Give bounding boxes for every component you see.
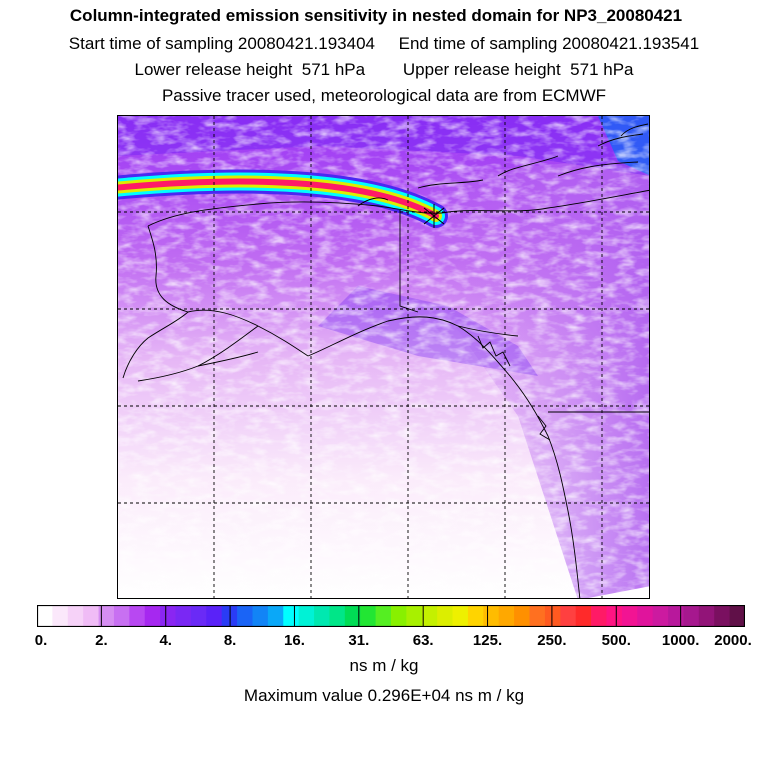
colorbar-cell [575,605,592,627]
political-borders [399,210,649,413]
colorbar-cell [391,605,407,627]
colorbar-tick-label: 500. [601,632,631,649]
colorbar-cell [360,605,377,627]
colorbar-cell [175,605,192,627]
colorbar-cell [683,605,700,627]
colorbar-cell [283,605,300,627]
colorbar-tick-label: 31. [348,632,370,649]
colorbar-cell [375,605,392,627]
colorbar-frame [37,605,745,627]
colorbar-cell [206,605,223,627]
colorbar-cell [529,605,546,627]
colorbar-cell [698,605,715,627]
colorbar-cell [329,605,346,627]
colorbar-cell [452,605,469,627]
colorbar-dividers [100,605,682,627]
colorbar-tick-label: 2000. [714,632,752,649]
colorbar-cell [560,605,577,627]
colorbar-tick-label: 63. [412,632,434,649]
colorbar-cell [298,605,315,627]
lat-lon-gridlines [118,116,649,598]
colorbar-cell [514,605,530,627]
colorbar-tick-label: 1000. [661,632,700,649]
colorbar-cell [637,605,654,627]
colorbar-tick-label: 250. [537,632,567,649]
colorbar-tick-label: 8. [223,632,237,649]
colorbar-tick-label: 125. [472,632,503,649]
colorbar-cell [498,605,515,627]
colorbar [37,605,745,627]
tracer-info-line: Passive tracer used, meteorological data… [161,86,607,105]
colorbar-cell [98,605,115,627]
colorbar-cell [67,605,84,627]
colorbar-cell [83,605,99,627]
coastlines [122,123,649,598]
colorbar-cell [621,605,638,627]
colorbar-units: ns m / kg [349,656,419,675]
release-point-marker [423,204,445,228]
colorbar-cell [714,605,731,627]
colorbar-cell [344,605,361,627]
colorbar-cell [544,605,561,627]
colorbar-cell [421,605,438,627]
colorbar-tick-label: 0. [34,632,48,649]
colorbar-cell [483,605,500,627]
colorbar-tick-label: 16. [284,632,305,649]
trajectory-plume [118,169,448,228]
colorbar-cells [37,605,745,627]
colorbar-cell [252,605,269,627]
colorbar-cell [52,605,69,627]
map-svg [118,116,649,598]
colorbar-cell [729,605,745,627]
sampling-time-line: Start time of sampling 20080421.193404 E… [68,34,700,53]
colorbar-tick-label: 4. [159,632,172,649]
colorbar-cell [267,605,284,627]
colorbar-cell [113,605,130,627]
maximum-value-label: Maximum value 0.296E+04 ns m / kg [243,686,525,705]
colorbar-cell [314,605,330,627]
colorbar-cell [406,605,423,627]
colorbar-cell [652,605,669,627]
colorbar-cell [37,605,53,627]
colorbar-tick-label: 2. [95,632,108,649]
colorbar-cell [437,605,453,627]
colorbar-cell [190,605,207,627]
colorbar-cell [668,605,684,627]
release-height-line: Lower release height 571 hPa Upper relea… [134,60,634,79]
plot-title: Column-integrated emission sensitivity i… [69,6,683,25]
colorbar-cell [606,605,623,627]
colorbar-cell [160,605,176,627]
colorbar-cell [237,605,253,627]
sensitivity-map [117,115,650,599]
colorbar-cell [144,605,161,627]
colorbar-cell [129,605,146,627]
colorbar-cell [591,605,607,627]
colorbar-cell [467,605,484,627]
